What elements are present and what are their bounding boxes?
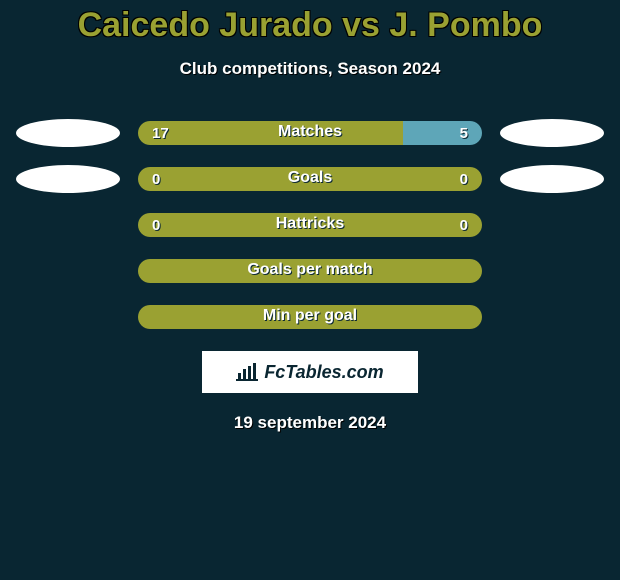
stat-bar-left: 0 [138, 213, 310, 237]
brand-text: FcTables.com [264, 362, 383, 383]
stat-label: Min per goal [138, 307, 482, 325]
player2-marker [500, 119, 604, 147]
player1-marker [16, 165, 120, 193]
stat-bar-right: 0 [310, 167, 482, 191]
stat-bar-right: 0 [310, 213, 482, 237]
page-title: Caicedo Jurado vs J. Pombo [0, 0, 620, 45]
stat-bar-matches: 17 5 Matches [138, 121, 482, 145]
player1-marker [16, 119, 120, 147]
stat-row-goals: 0 0 Goals [0, 167, 620, 191]
stat-bar-empty: Goals per match [138, 259, 482, 283]
stat-value-right: 5 [460, 125, 482, 142]
player2-marker [500, 165, 604, 193]
stat-bar-goals: 0 0 Goals [138, 167, 482, 191]
stat-row-matches: 17 5 Matches [0, 121, 620, 145]
stat-label: Goals per match [138, 261, 482, 279]
stat-bar-left: 0 [138, 167, 310, 191]
brand-badge-wrap: FcTables.com [0, 351, 620, 393]
stat-row-hattricks: 0 0 Hattricks [0, 213, 620, 237]
stat-bar-hattricks: 0 0 Hattricks [138, 213, 482, 237]
subtitle: Club competitions, Season 2024 [0, 59, 620, 79]
stat-value-left: 0 [138, 171, 160, 188]
player1-marker-wrap [8, 165, 138, 193]
stat-value-right: 0 [460, 171, 482, 188]
stat-bar-left: 17 [138, 121, 403, 145]
brand-badge[interactable]: FcTables.com [202, 351, 418, 393]
stats-section: 17 5 Matches 0 0 [0, 121, 620, 329]
stat-value-left: 0 [138, 217, 160, 234]
player1-marker-wrap [8, 119, 138, 147]
bar-chart-icon [236, 363, 258, 381]
stat-bar-right: 5 [403, 121, 482, 145]
stat-bar-empty: Min per goal [138, 305, 482, 329]
stat-value-left: 17 [138, 125, 169, 142]
player2-marker-wrap [482, 119, 612, 147]
stat-row-goals-per-match: Goals per match [0, 259, 620, 283]
player2-marker-wrap [482, 165, 612, 193]
comparison-card: Caicedo Jurado vs J. Pombo Club competit… [0, 0, 620, 580]
stat-row-min-per-goal: Min per goal [0, 305, 620, 329]
date-text: 19 september 2024 [0, 413, 620, 433]
stat-value-right: 0 [460, 217, 482, 234]
